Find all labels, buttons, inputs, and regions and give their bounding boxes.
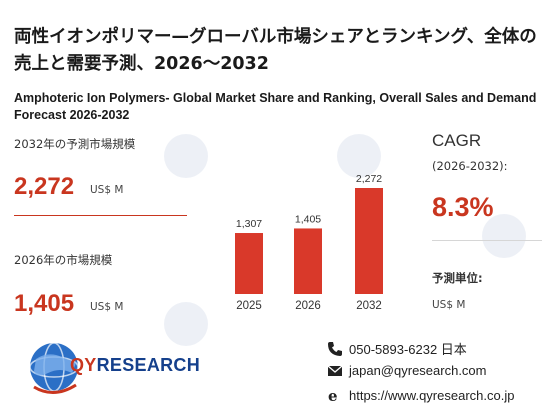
watermark-logo — [482, 214, 526, 258]
title-english: Amphoteric Ion Polymers- Global Market S… — [14, 91, 537, 122]
title-japanese: 両性イオンポリマー—グローバル市場シェアとランキング、全体の売上と需要予測、20… — [14, 27, 537, 74]
bar-2025 — [235, 233, 263, 294]
bar-2026 — [294, 228, 322, 294]
email-icon — [327, 365, 343, 376]
website-text[interactable]: https://www.qyresearch.co.jp — [349, 387, 515, 403]
bar-2032 — [355, 188, 383, 294]
qyresearch-logo: QYRESEARCH — [26, 337, 200, 407]
data-label-2025: 1,307 — [236, 218, 262, 230]
phone-icon — [328, 341, 342, 356]
cagr-divider — [432, 240, 542, 241]
x-tick-2032: 2032 — [356, 300, 382, 312]
contact-email[interactable]: japan@qyresearch.com — [327, 363, 486, 378]
email-text[interactable]: japan@qyresearch.com — [349, 363, 487, 378]
kpi-divider — [14, 215, 187, 216]
svg-text:e: e — [328, 387, 338, 403]
phone-text: 050-5893-6232 日本 — [349, 342, 467, 357]
watermark-logo — [337, 134, 381, 178]
x-tick-2026: 2026 — [295, 300, 321, 312]
logo-text: QYRESEARCH — [70, 355, 201, 375]
market-2026-unit: US$ M — [90, 301, 124, 313]
market-2026-label: 2026年の市場規模 — [14, 253, 113, 267]
website-icon: e — [328, 387, 338, 403]
data-label-2026: 1,405 — [295, 213, 321, 225]
contact-website[interactable]: e https://www.qyresearch.co.jp — [327, 387, 514, 403]
forecast-2032-label: 2032年の予測市場規模 — [14, 137, 136, 151]
watermark-logo — [164, 134, 208, 178]
forecast-unit-value: US$ M — [432, 299, 466, 311]
globe-icon — [29, 342, 79, 394]
forecast-2032-unit: US$ M — [90, 184, 124, 196]
cagr-period: (2026-2032): — [432, 159, 508, 173]
contact-phone: 050-5893-6232 日本 — [327, 339, 467, 358]
market-2026-value: 1,405 — [14, 290, 75, 317]
forecast-unit-label: 予測単位: — [432, 271, 483, 285]
forecast-2032-value: 2,272 — [14, 173, 75, 200]
x-tick-2025: 2025 — [236, 300, 262, 312]
watermark-logo — [164, 302, 208, 346]
data-label-2032: 2,272 — [356, 173, 382, 185]
cagr-value: 8.3% — [432, 192, 494, 222]
cagr-label: CAGR — [432, 131, 482, 150]
